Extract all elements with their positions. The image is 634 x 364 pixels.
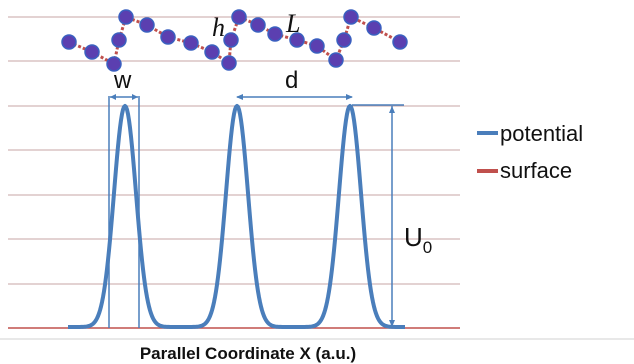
chain-bead bbox=[309, 38, 325, 54]
chain-bead bbox=[366, 20, 382, 36]
chain-bead bbox=[267, 26, 283, 42]
chain-bead bbox=[289, 32, 305, 48]
width-arrowhead-left bbox=[110, 94, 116, 100]
spacing-arrowhead-left bbox=[236, 94, 243, 100]
label-l: L bbox=[285, 9, 300, 38]
spacing-dimension: d bbox=[236, 67, 353, 100]
width-dimension: w bbox=[108, 67, 140, 328]
label-w: w bbox=[113, 67, 132, 94]
chain-bead bbox=[343, 9, 359, 25]
chain-bead bbox=[160, 29, 176, 45]
chain-bead bbox=[106, 56, 122, 72]
chain-bead bbox=[221, 55, 237, 71]
chain-bead bbox=[223, 32, 239, 48]
label-u0: U0 bbox=[404, 222, 432, 257]
chain-bead bbox=[183, 35, 199, 51]
spacing-arrowhead-right bbox=[346, 94, 353, 100]
height-arrowhead-bottom bbox=[389, 320, 395, 327]
chain-bead bbox=[328, 52, 344, 68]
label-d: d bbox=[285, 67, 298, 94]
chain-bead bbox=[111, 32, 127, 48]
x-axis-label: Parallel Coordinate X (a.u.) bbox=[140, 344, 356, 363]
chain-bead bbox=[336, 32, 352, 48]
chain-bead bbox=[392, 34, 408, 50]
chain-bead bbox=[204, 44, 220, 60]
label-h: h bbox=[212, 13, 225, 42]
chain-bead bbox=[231, 9, 247, 25]
chain-bead bbox=[61, 34, 77, 50]
gridlines bbox=[8, 16, 460, 329]
legend-label-potential: potential bbox=[500, 121, 583, 146]
chain-bead bbox=[118, 9, 134, 25]
legend-label-surface: surface bbox=[500, 158, 572, 183]
legend: potential surface bbox=[477, 121, 583, 183]
polymer-chain bbox=[61, 9, 408, 72]
potential-curve bbox=[67, 104, 406, 329]
height-arrowhead-top bbox=[389, 106, 395, 113]
chain-bead bbox=[139, 17, 155, 33]
chain-bead bbox=[84, 44, 100, 60]
chain-bead bbox=[250, 17, 266, 33]
height-dimension: U0 bbox=[352, 104, 432, 327]
label-u0-main: U bbox=[404, 222, 423, 252]
label-u0-sub: 0 bbox=[423, 238, 432, 257]
width-arrowhead-right bbox=[132, 94, 138, 100]
